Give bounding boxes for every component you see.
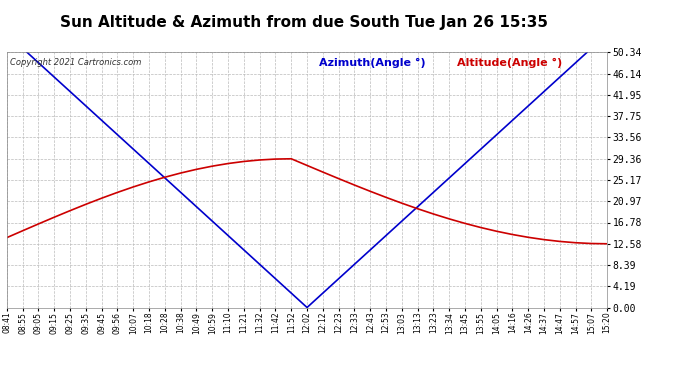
Text: Altitude(Angle °): Altitude(Angle °)	[457, 58, 562, 68]
Text: Copyright 2021 Cartronics.com: Copyright 2021 Cartronics.com	[10, 58, 141, 67]
Text: Sun Altitude & Azimuth from due South Tue Jan 26 15:35: Sun Altitude & Azimuth from due South Tu…	[59, 15, 548, 30]
Text: Azimuth(Angle °): Azimuth(Angle °)	[319, 58, 426, 68]
